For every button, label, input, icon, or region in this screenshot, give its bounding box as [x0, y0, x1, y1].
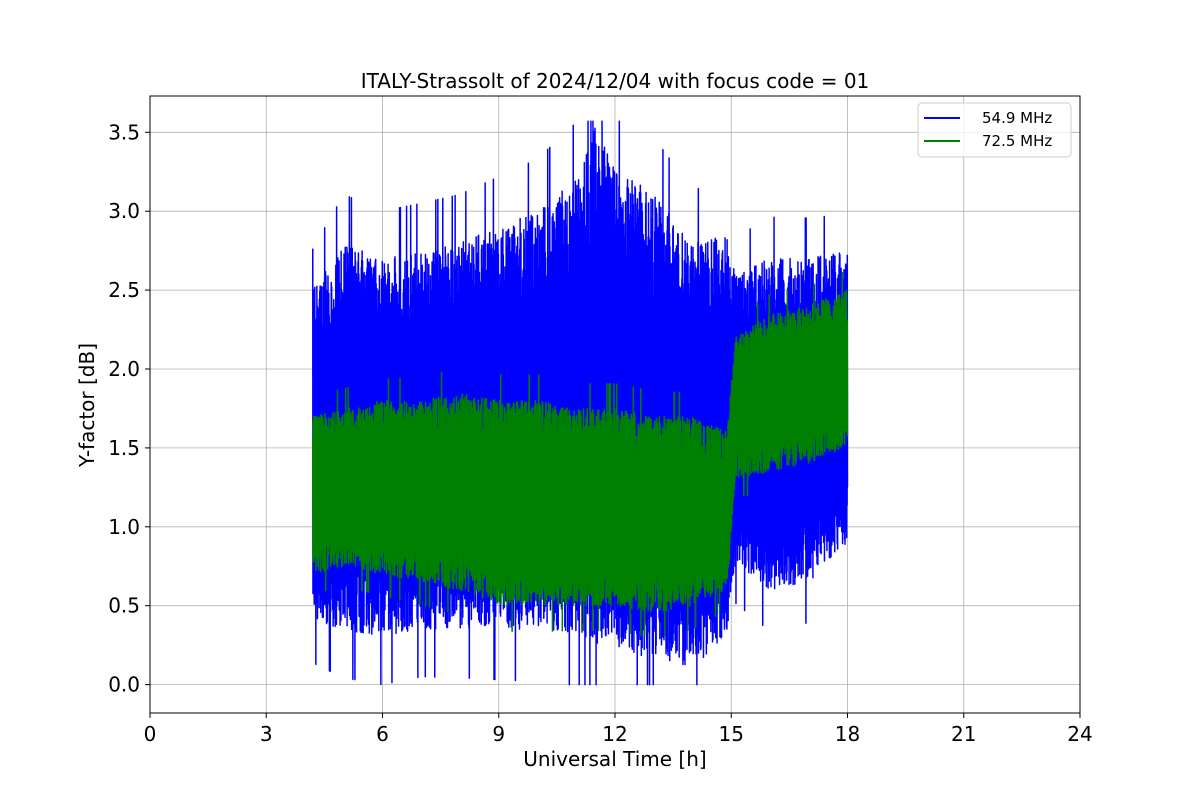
series-line-72-5-mhz [312, 271, 849, 638]
x-tick-label: 6 [376, 722, 389, 746]
x-tick-label: 21 [951, 722, 976, 746]
y-axis: 0.0 0.5 1.0 1.5 2.0 2.5 3.0 3.5 [108, 120, 150, 697]
y-tick-label: 2.5 [108, 278, 140, 302]
y-tick-label: 1.0 [108, 515, 140, 539]
x-tick-label: 9 [492, 722, 505, 746]
x-axis-label: Universal Time [h] [523, 747, 706, 771]
plot-series-group [312, 120, 849, 686]
y-tick-label: 2.0 [108, 357, 140, 381]
x-tick-label: 15 [719, 722, 744, 746]
x-tick-label: 24 [1067, 722, 1092, 746]
x-tick-label: 18 [835, 722, 860, 746]
y-tick-label: 3.5 [108, 120, 140, 144]
x-tick-label: 12 [602, 722, 627, 746]
y-tick-label: 3.0 [108, 199, 140, 223]
y-tick-label: 1.5 [108, 436, 140, 460]
x-tick-label: 3 [260, 722, 273, 746]
y-tick-label: 0.0 [108, 673, 140, 697]
legend: 54.9 MHz 72.5 MHz [917, 102, 1072, 158]
y-axis-label: Y-factor [dB] [75, 343, 99, 468]
chart-title: ITALY-Strassolt of 2024/12/04 with focus… [361, 69, 870, 93]
y-tick-label: 0.5 [108, 594, 140, 618]
legend-label-54-9: 54.9 MHz [982, 109, 1052, 127]
x-axis: 0 3 6 9 12 15 18 21 24 [144, 713, 1093, 746]
x-tick-label: 0 [144, 722, 157, 746]
legend-box [917, 102, 1072, 158]
legend-label-72-5: 72.5 MHz [982, 132, 1052, 150]
